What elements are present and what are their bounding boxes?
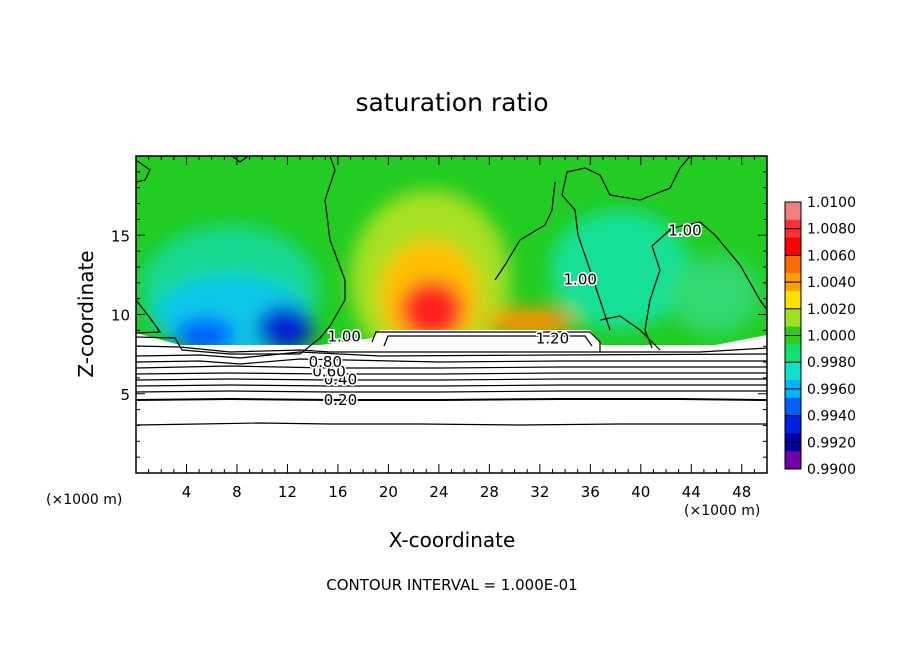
contour-line xyxy=(136,422,767,426)
contour-line xyxy=(651,221,767,311)
lower-field xyxy=(136,345,767,473)
contour-label: 0.20 xyxy=(324,391,357,409)
contour-line xyxy=(599,315,661,351)
contour-line xyxy=(136,390,767,393)
contour-line xyxy=(136,345,767,353)
contour-line xyxy=(324,156,346,327)
x-tick-label: 48 xyxy=(732,483,751,501)
colorbar-label: 1.0080 xyxy=(807,222,856,238)
contour-interval-note: CONTOUR INTERVAL = 1.000E-01 xyxy=(326,576,578,594)
contour-label: 0.60 xyxy=(312,363,345,381)
contour-line xyxy=(566,156,691,201)
contour-line xyxy=(136,358,767,365)
contour-label: 1.00 xyxy=(668,221,701,239)
x-tick-label: 4 xyxy=(182,483,192,501)
colorbar-swatch xyxy=(785,415,801,434)
y-tick-label: 5 xyxy=(120,386,130,404)
colorbar-label: 0.9920 xyxy=(807,435,856,451)
blue-region-left xyxy=(175,317,235,353)
chart-title: saturation ratio xyxy=(355,88,549,117)
contour-label: 1.00 xyxy=(328,328,361,346)
red-region xyxy=(400,280,464,340)
colorbar-swatch xyxy=(785,308,801,328)
y-axis-ticks: 5 10 15 xyxy=(111,171,767,458)
contour-line xyxy=(136,372,767,375)
colorbar-label: 0.9980 xyxy=(807,355,856,371)
cyan-region-right xyxy=(550,210,690,330)
contour-lines xyxy=(136,156,767,426)
x-tick-label: 16 xyxy=(328,483,347,501)
contour-label: 1.00 xyxy=(564,271,597,289)
contour-line xyxy=(136,384,767,387)
y-tick-label: 15 xyxy=(111,227,130,245)
colorbar: 1.0100 1.0080 1.0060 1.0040 1.0020 1.0000 0.99… xyxy=(784,195,856,478)
y-tick-label: 10 xyxy=(111,307,130,325)
cyan-region-far-right xyxy=(670,255,760,335)
x-axis-ticks: 4 8 12 16 20 24 28 32 36 40 44 48 xyxy=(148,156,755,501)
x-axis-label: X-coordinate xyxy=(388,528,516,552)
contour-line xyxy=(136,159,151,183)
heatmap-field xyxy=(136,156,767,473)
contour-label: 1.20 xyxy=(536,329,569,347)
x-tick-label: 8 xyxy=(232,483,242,501)
colorbar-swatch xyxy=(785,255,801,274)
colorbar-swatch xyxy=(785,451,801,470)
x-tick-label: 24 xyxy=(429,483,448,501)
contour-line xyxy=(136,299,162,334)
colorbar-label: 1.0020 xyxy=(807,302,856,318)
contour-line xyxy=(644,245,661,349)
contour-line xyxy=(136,325,331,355)
colorbar-swatch xyxy=(785,397,801,417)
colorbar-swatch xyxy=(785,362,801,381)
colorbar-label: 0.9900 xyxy=(807,462,856,478)
colorbar-label: 1.0100 xyxy=(807,195,856,211)
colorbar-label: 1.0040 xyxy=(807,275,856,291)
blue-region-mid xyxy=(257,306,313,350)
colorbar-label: 1.0000 xyxy=(807,329,856,345)
colorbar-swatch xyxy=(785,291,801,310)
colorbar-swatch xyxy=(785,202,801,221)
contour-label: 0.80 xyxy=(309,353,342,371)
contour-line xyxy=(561,171,611,331)
x-tick-label: 44 xyxy=(682,483,701,501)
colorbar-label: 1.0060 xyxy=(807,248,856,264)
x-tick-label: 36 xyxy=(581,483,600,501)
x-unit-label: (×1000 m) xyxy=(684,503,761,519)
orange-streak xyxy=(485,308,575,336)
colorbar-swatch xyxy=(785,344,801,363)
contour-line xyxy=(136,378,767,381)
colorbar-label: 0.9940 xyxy=(807,409,856,425)
contour-line xyxy=(136,351,767,359)
contour-line xyxy=(383,335,593,347)
contour-label: 0.40 xyxy=(324,370,357,388)
contour-line xyxy=(494,181,556,281)
y-unit-label: (×1000 m) xyxy=(46,492,123,508)
contour-line xyxy=(136,397,767,401)
contour-line xyxy=(136,365,767,369)
contour-line xyxy=(231,156,249,163)
colorbar-swatch xyxy=(785,237,801,256)
y-axis-label: Z-coordinate xyxy=(74,250,98,378)
x-tick-label: 28 xyxy=(480,483,499,501)
colorbar-label: 0.9960 xyxy=(807,382,856,398)
x-tick-label: 40 xyxy=(631,483,650,501)
x-tick-label: 20 xyxy=(379,483,398,501)
contour-labels: 0.20 0.400.600.80 1.00 1.20 1.00 1.00 xyxy=(307,220,703,411)
x-tick-label: 12 xyxy=(278,483,297,501)
contour-line xyxy=(371,331,601,352)
x-tick-label: 32 xyxy=(530,483,549,501)
